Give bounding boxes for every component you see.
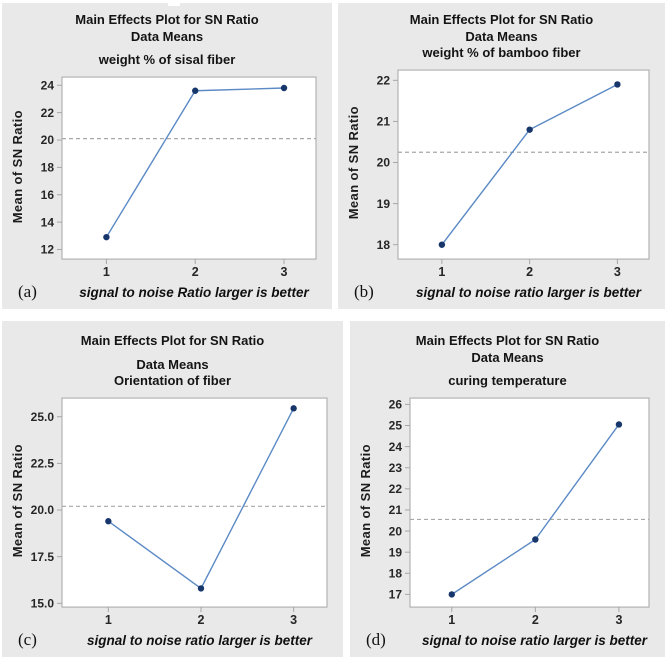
x-axis-caption: signal to noise ratio larger is better — [415, 284, 642, 300]
svg-text:3: 3 — [281, 265, 288, 279]
svg-text:20: 20 — [41, 133, 55, 147]
svg-text:3: 3 — [614, 265, 621, 279]
subfigure-letter: (a) — [18, 282, 37, 301]
subfigure-letter: (d) — [366, 630, 386, 649]
svg-text:1: 1 — [105, 613, 112, 627]
chart-factor-label: Orientation of fiber — [114, 373, 231, 389]
image-selection-handle — [168, 0, 180, 6]
chart-subtitle: Data Means — [471, 349, 544, 365]
line-plot-b: 18 19 20 21 22 1 2 3 — [377, 69, 650, 279]
chart-panel-c: Main Effects Plot for SN Ratio Data Mean… — [2, 321, 343, 657]
y-axis-title: Mean of SN Ratio — [9, 444, 25, 558]
chart-subtitle: Data Means — [130, 28, 204, 44]
y-axis-title: Mean of SN Ratio — [357, 444, 373, 558]
svg-text:19: 19 — [389, 545, 403, 559]
chart-factor-label: weight % of bamboo fiber — [422, 45, 581, 61]
chart-header: Main Effects Plot for SN Ratio Data Mean… — [2, 321, 343, 390]
svg-text:22.5: 22.5 — [31, 456, 55, 470]
chart-title: Main Effects Plot for SN Ratio — [415, 333, 600, 348]
svg-text:16: 16 — [41, 188, 55, 202]
chart-title: Main Effects Plot for SN Ratio — [75, 12, 259, 27]
y-axis-title: Mean of SN Ratio — [9, 109, 25, 224]
svg-text:19: 19 — [377, 197, 391, 211]
svg-text:25: 25 — [389, 419, 403, 433]
svg-text:12: 12 — [41, 243, 55, 257]
svg-text:17.5: 17.5 — [31, 550, 55, 564]
svg-text:2: 2 — [192, 265, 199, 279]
svg-text:25.0: 25.0 — [31, 410, 55, 424]
subfigure-letter: (b) — [354, 282, 374, 301]
svg-text:1: 1 — [448, 613, 455, 627]
svg-text:2: 2 — [198, 613, 205, 627]
chart-subtitle: Data Means — [136, 356, 209, 372]
y-axis-title: Mean of SN Ratio — [345, 106, 361, 220]
svg-text:24: 24 — [389, 440, 403, 454]
svg-text:22: 22 — [389, 482, 403, 496]
x-axis-caption: signal to noise Ratio larger is better — [79, 284, 309, 300]
chart-panel-a: Main Effects Plot for SN Ratio Data Mean… — [2, 3, 332, 309]
svg-text:14: 14 — [41, 215, 55, 229]
chart-header: Main Effects Plot for SN Ratio Data Mean… — [2, 3, 332, 69]
line-plot-c: 15.0 17.5 20.0 22.5 25.0 1 2 3 — [31, 397, 328, 627]
svg-text:20: 20 — [389, 524, 403, 538]
svg-text:21: 21 — [377, 114, 391, 128]
svg-text:21: 21 — [389, 503, 403, 517]
caption-row: (a) signal to noise Ratio larger is bett… — [2, 281, 332, 309]
chart-header: Main Effects Plot for SN Ratio Data Mean… — [350, 321, 665, 390]
chart-factor-label: curing temperature — [448, 373, 567, 389]
svg-text:24: 24 — [41, 78, 55, 92]
svg-text:22: 22 — [41, 106, 55, 120]
svg-text:20.0: 20.0 — [31, 503, 55, 517]
svg-text:18: 18 — [389, 566, 403, 580]
svg-text:1: 1 — [438, 265, 445, 279]
chart-body: Mean of SN Ratio 18 19 20 21 22 1 2 3 — [338, 62, 665, 281]
svg-text:17: 17 — [389, 587, 403, 601]
svg-text:3: 3 — [290, 613, 297, 627]
svg-text:26: 26 — [389, 397, 403, 411]
caption-row: (b) signal to noise ratio larger is bett… — [338, 281, 665, 309]
subfigure-letter: (c) — [18, 630, 37, 649]
svg-text:15.0: 15.0 — [31, 596, 55, 610]
chart-body: Mean of SN Ratio 12 14 16 18 20 22 24 1 2 3 — [2, 69, 332, 281]
chart-factor-label: weight % of sisal fiber — [98, 52, 236, 68]
caption-row: (d) signal to noise ratio larger is bett… — [350, 629, 665, 657]
chart-panel-b: Main Effects Plot for SN Ratio Data Mean… — [338, 3, 665, 309]
chart-panel-d: Main Effects Plot for SN Ratio Data Mean… — [350, 321, 665, 657]
chart-subtitle: Data Means — [465, 28, 538, 44]
svg-text:23: 23 — [389, 461, 403, 475]
svg-text:2: 2 — [526, 265, 533, 279]
chart-title: Main Effects Plot for SN Ratio — [80, 333, 265, 348]
chart-header: Main Effects Plot for SN Ratio Data Mean… — [338, 3, 665, 62]
svg-text:18: 18 — [377, 238, 391, 252]
chart-body: Mean of SN Ratio 15.0 17.5 20.0 22.5 25.0 1 2 3 — [2, 390, 343, 629]
svg-text:1: 1 — [103, 265, 110, 279]
caption-row: (c) signal to noise ratio larger is bett… — [2, 629, 343, 657]
svg-text:2: 2 — [532, 613, 539, 627]
svg-text:3: 3 — [615, 613, 622, 627]
svg-text:20: 20 — [377, 156, 391, 170]
svg-text:18: 18 — [41, 160, 55, 174]
svg-text:22: 22 — [377, 73, 391, 87]
chart-title: Main Effects Plot for SN Ratio — [409, 12, 594, 27]
chart-body: Mean of SN Ratio 17 18 19 20 21 22 23 24 25 26 1 2 3 — [350, 390, 665, 629]
x-axis-caption: signal to noise ratio larger is better — [421, 632, 648, 648]
x-axis-caption: signal to noise ratio larger is better — [86, 632, 313, 648]
